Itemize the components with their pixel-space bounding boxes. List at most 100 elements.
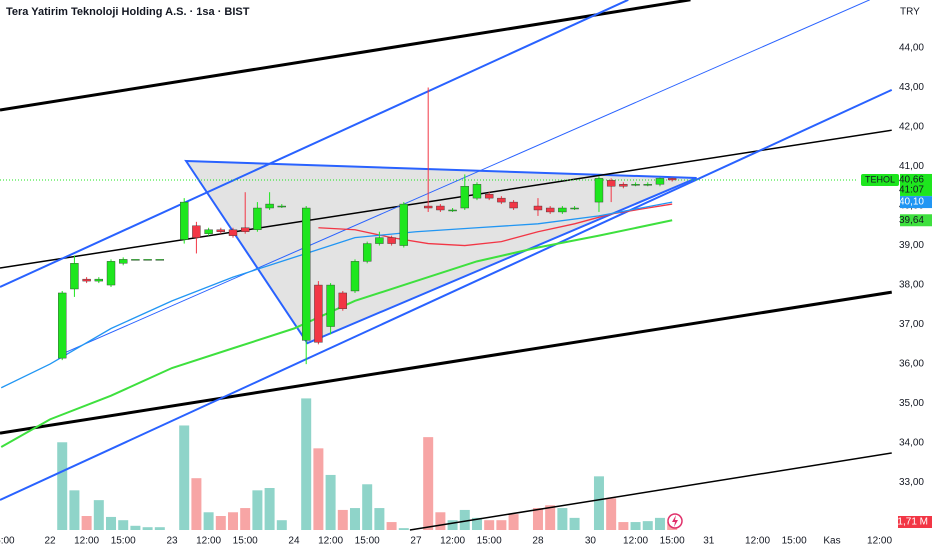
volume-bar (447, 520, 458, 530)
x-tick-label: 28 (532, 536, 544, 547)
volume-badge (898, 516, 932, 528)
volume-bar (228, 512, 238, 530)
candle-body (180, 201, 189, 240)
chart-title: Tera Yatirim Teknoloji Holding A.S. · 1s… (6, 6, 250, 18)
volume-bar (618, 522, 629, 530)
last-price-badge (900, 173, 932, 196)
x-tick-label: 5:00 (0, 536, 15, 547)
x-tick-label: 15:00 (355, 536, 380, 547)
triangle-pattern (184, 159, 697, 345)
volume-bar (313, 448, 324, 530)
candle-body (509, 201, 518, 209)
y-tick-label: 33,00 (899, 477, 924, 488)
volume-label: 1,71 M (897, 517, 928, 528)
x-tick-label: 15:00 (233, 536, 258, 547)
x-tick-label: 12:00 (745, 536, 770, 547)
candle-body (143, 259, 152, 261)
candle-body (631, 184, 640, 186)
candle-body (338, 292, 347, 309)
y-tick-label: 43,00 (899, 82, 924, 93)
volume-bar (276, 520, 287, 530)
symbol-badge (861, 173, 899, 186)
volume-bar (179, 425, 190, 530)
candle-body (240, 227, 250, 232)
candle-body (375, 237, 384, 244)
candle-body (606, 180, 616, 187)
candle-body (228, 229, 238, 236)
volume-bar (81, 516, 92, 530)
volume-bar (264, 488, 275, 530)
volume-bar (301, 398, 312, 530)
volume-bar (337, 509, 348, 530)
volume-bar (545, 505, 556, 530)
ma-label: 40,10 (899, 197, 924, 208)
trend-line (0, 88, 893, 501)
volume-bar (557, 508, 568, 530)
volume-bar (130, 525, 141, 530)
alert-icon-bolt (672, 515, 678, 527)
volume-bar (459, 509, 470, 530)
candle-body (119, 259, 128, 264)
volume-bar (508, 514, 519, 530)
x-tick-label: Kas (823, 536, 840, 547)
candle-body (253, 207, 262, 230)
x-tick-label: 24 (288, 536, 300, 547)
candle-body (643, 184, 652, 186)
x-tick-label: 15:00 (111, 536, 136, 547)
volume-bar (57, 442, 68, 530)
x-tick-label: 23 (166, 536, 178, 547)
candle-body (667, 178, 677, 181)
x-tick-label: 30 (585, 536, 597, 547)
volume-bar (203, 512, 214, 530)
candle-body (106, 261, 116, 286)
candle-body (436, 205, 445, 211)
x-tick-label: 12:00 (440, 536, 465, 547)
candle-body (350, 261, 360, 292)
volume-bar (93, 500, 104, 530)
candle-body (155, 259, 165, 261)
moving-average (0, 219, 673, 448)
candle-body (448, 209, 457, 212)
volume-bar (484, 520, 495, 530)
candle-body (265, 203, 274, 209)
volume-bar (654, 517, 665, 530)
x-tick-label: 27 (410, 536, 422, 547)
candle-body (497, 197, 506, 203)
volume-bar (532, 508, 543, 530)
trend-line (409, 452, 892, 531)
ma-badge (900, 214, 932, 227)
candle-body (619, 184, 628, 187)
y-tick-label: 38,00 (899, 280, 924, 291)
candle-body (326, 284, 335, 327)
last-price-label: 40,66 (899, 175, 924, 186)
y-tick-label: 37,00 (899, 319, 924, 330)
y-tick-label: 42,00 (899, 122, 924, 133)
volume-bar (142, 527, 153, 530)
volume-bar (240, 508, 251, 530)
x-tick-label: 22 (44, 536, 56, 547)
y-tick-label: 41,00 (899, 161, 924, 172)
candle-body (362, 243, 372, 262)
candle-body (301, 207, 311, 341)
candle-body (216, 229, 226, 232)
candle-body (484, 193, 494, 199)
x-tick-label: 12:00 (74, 536, 99, 547)
candle-body (131, 259, 140, 261)
candle-body (204, 229, 213, 234)
volume-bar (471, 517, 482, 530)
x-tick-label: 12:00 (867, 536, 892, 547)
volume-bar (630, 522, 641, 530)
trend-line (0, 0, 691, 112)
x-tick-label: 15:00 (477, 536, 502, 547)
x-tick-label: 12:00 (623, 536, 648, 547)
x-tick-label: 15:00 (782, 536, 807, 547)
candle-body (655, 178, 665, 185)
currency: TRY (900, 7, 920, 18)
volume-bar (642, 521, 653, 530)
volume-bar (191, 478, 202, 530)
ma-badge (900, 196, 932, 209)
candle-body (387, 237, 396, 244)
volume-bar (252, 490, 263, 530)
volume-bar (362, 484, 373, 530)
